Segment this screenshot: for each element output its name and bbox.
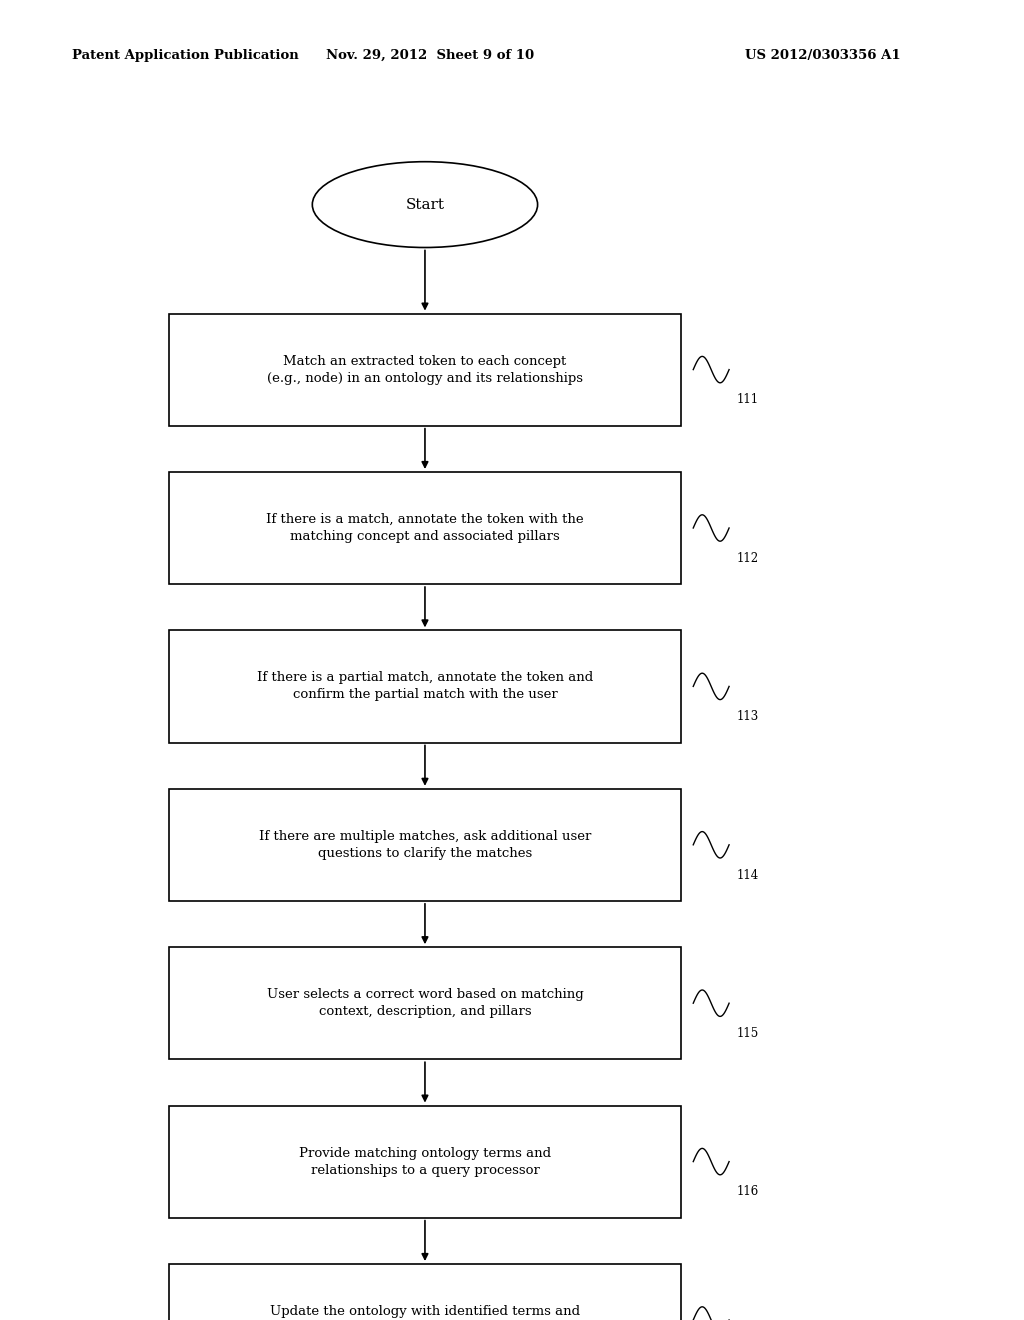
Bar — [169, 314, 681, 425]
Bar — [169, 1265, 681, 1320]
Text: Provide matching ontology terms and
relationships to a query processor: Provide matching ontology terms and rela… — [299, 1147, 551, 1176]
Text: Match an extracted token to each concept
(e.g., node) in an ontology and its rel: Match an extracted token to each concept… — [267, 355, 583, 384]
Bar — [169, 631, 681, 742]
Text: Start: Start — [406, 198, 444, 211]
Text: 114: 114 — [736, 869, 759, 882]
Text: Nov. 29, 2012  Sheet 9 of 10: Nov. 29, 2012 Sheet 9 of 10 — [326, 49, 535, 62]
Text: 116: 116 — [736, 1185, 759, 1199]
Text: User selects a correct word based on matching
context, description, and pillars: User selects a correct word based on mat… — [266, 989, 584, 1018]
Text: US 2012/0303356 A1: US 2012/0303356 A1 — [745, 49, 901, 62]
Text: If there is a match, annotate the token with the
matching concept and associated: If there is a match, annotate the token … — [266, 513, 584, 543]
Text: 111: 111 — [736, 393, 759, 407]
Bar — [169, 1106, 681, 1217]
Text: 112: 112 — [736, 552, 759, 565]
Text: 113: 113 — [736, 710, 759, 723]
Bar — [169, 473, 681, 583]
Text: If there is a partial match, annotate the token and
confirm the partial match wi: If there is a partial match, annotate th… — [257, 672, 593, 701]
Bar — [169, 948, 681, 1059]
Text: 115: 115 — [736, 1027, 759, 1040]
Text: Update the ontology with identified terms and
relationships: Update the ontology with identified term… — [270, 1305, 580, 1320]
Bar — [169, 788, 681, 900]
Ellipse shape — [312, 162, 538, 248]
Text: If there are multiple matches, ask additional user
questions to clarify the matc: If there are multiple matches, ask addit… — [259, 830, 591, 859]
Text: Patent Application Publication: Patent Application Publication — [72, 49, 298, 62]
